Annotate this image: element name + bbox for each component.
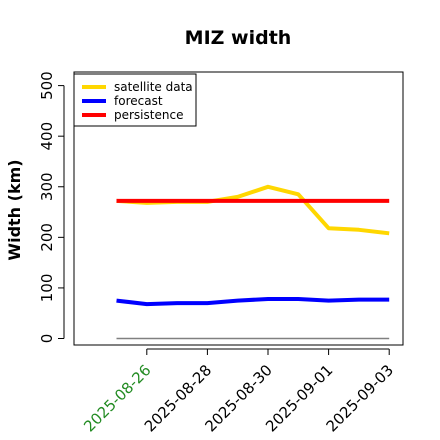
y-axis-label: Width (km) [5,159,24,260]
y-tick-label: 500 [38,71,56,100]
plot-frame [73,71,404,346]
legend-label: forecast [114,94,163,108]
series-line-satellite-data [116,184,390,236]
legend-label: persistence [114,108,183,122]
series-lines [116,184,390,307]
y-axis: 0 100 200 300 400 500 [38,71,65,344]
chart-title: MIZ width [185,27,292,49]
y-tick-label: 300 [38,172,56,201]
series-line-forecast [116,297,390,307]
y-tick-label: 200 [38,223,56,252]
x-axis: 2025-08-262025-08-282025-08-302025-09-01… [80,348,397,435]
y-tick-label: 100 [38,274,56,303]
legend-label: satellite data [114,80,193,94]
y-tick-label: 400 [38,122,56,151]
y-tick-label: 0 [38,334,56,344]
